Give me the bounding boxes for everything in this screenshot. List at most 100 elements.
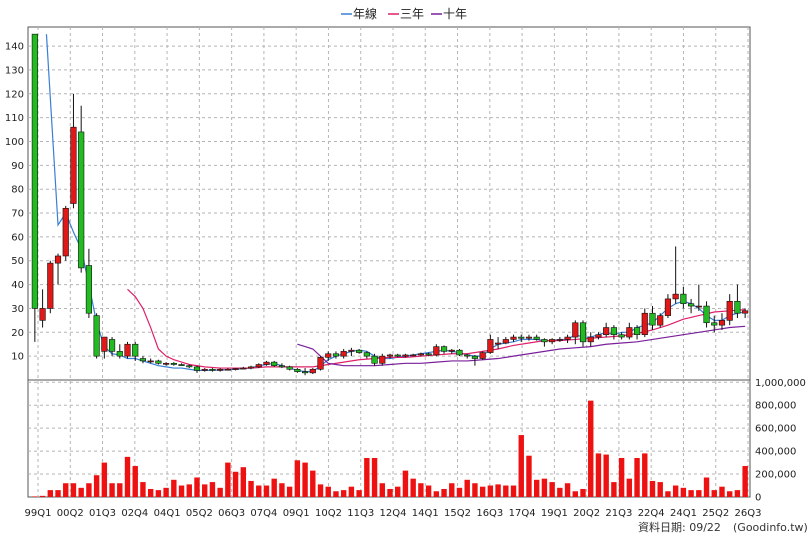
candle-body — [62, 207, 69, 257]
candle-body — [742, 310, 749, 314]
volume-tick-label: 600,000 — [755, 424, 796, 435]
candle — [579, 320, 587, 347]
candle — [356, 348, 363, 354]
volume-tick-label: 800,000 — [755, 401, 796, 412]
price-tick-label: 30 — [11, 304, 24, 315]
candle-body — [178, 364, 185, 366]
candle-body — [433, 346, 440, 356]
x-tick-label: 25Q2 — [702, 508, 729, 519]
volume-bar — [503, 485, 509, 497]
candle — [726, 294, 733, 326]
x-tick-label: 16Q3 — [476, 508, 503, 519]
price-tick-label: 40 — [11, 280, 24, 291]
candle — [742, 308, 749, 318]
candle — [711, 315, 718, 333]
volume-bar — [294, 460, 301, 497]
volume-bar — [356, 490, 362, 497]
candle — [533, 334, 540, 341]
candle — [502, 337, 509, 345]
volume-bar — [70, 483, 77, 497]
volume-bar — [32, 496, 38, 497]
candle — [31, 33, 38, 342]
candle — [124, 341, 131, 359]
candle — [672, 246, 679, 304]
x-tick-label: 05Q2 — [186, 508, 213, 519]
volume-bar — [271, 478, 277, 497]
volume-bar — [202, 484, 208, 497]
candle — [541, 338, 548, 347]
candle-body — [502, 339, 509, 344]
candle-body — [649, 312, 656, 326]
candle — [332, 351, 340, 359]
candle — [224, 368, 231, 371]
candle-body — [394, 354, 401, 357]
candle — [695, 284, 702, 311]
candle-body — [124, 343, 131, 357]
volume-tick-label: 200,000 — [755, 470, 796, 481]
x-tick-label: 20Q2 — [573, 508, 600, 519]
candle-body — [641, 312, 648, 335]
candle — [139, 356, 147, 364]
volume-bar — [657, 482, 663, 497]
candle-body — [54, 255, 62, 264]
volume-bar — [371, 458, 378, 497]
candle-body — [201, 368, 208, 371]
candle — [217, 368, 224, 372]
price-axis: 10 20 30 40 50 60 70 80 90 100 110 120 130 140 — [5, 42, 24, 363]
candle-body — [718, 320, 726, 326]
candle-body — [487, 339, 494, 353]
candle — [410, 353, 417, 357]
candle — [471, 354, 479, 366]
volume-bar — [726, 491, 733, 497]
candle-body — [317, 357, 324, 370]
candle-body — [247, 366, 255, 369]
volume-bar — [433, 491, 440, 497]
volume-bar — [541, 478, 548, 497]
volume-tick-label: 0 — [755, 493, 761, 504]
candle — [325, 351, 332, 361]
volume-bar — [163, 487, 169, 497]
candle — [309, 368, 316, 375]
candle-body — [39, 308, 46, 321]
volume-bar — [286, 486, 293, 497]
data-date: 資料日期: 09/22 — [638, 520, 721, 534]
candle-body — [657, 315, 664, 326]
candle — [603, 322, 610, 338]
candle — [263, 360, 270, 366]
volume-bar — [117, 483, 123, 497]
candle — [232, 368, 239, 371]
volume-bar — [672, 485, 679, 497]
candle — [425, 352, 432, 357]
volume-bar — [348, 486, 355, 497]
volume-bar — [719, 486, 725, 497]
candle-body — [495, 342, 502, 345]
volume-bar — [588, 400, 594, 497]
volume-bar — [194, 477, 200, 497]
volume-bar — [680, 487, 687, 497]
x-tick-label: 11Q3 — [347, 508, 374, 519]
volume-bar — [140, 482, 146, 497]
candle — [178, 363, 185, 366]
candle-body — [147, 360, 154, 363]
candle — [93, 313, 100, 359]
x-tick-label: 07Q4 — [250, 508, 277, 519]
volume-bar — [425, 485, 432, 497]
candle — [688, 298, 695, 314]
candle-body — [93, 315, 100, 357]
candle — [247, 365, 255, 370]
candle — [633, 325, 641, 340]
candle — [440, 345, 448, 354]
candle-body — [193, 366, 201, 371]
candle-body — [232, 368, 239, 370]
candle-body — [379, 355, 386, 364]
candle-body — [471, 355, 479, 359]
candle — [363, 351, 370, 359]
volume-bar — [395, 486, 401, 497]
candle — [564, 334, 571, 344]
candle — [70, 93, 77, 209]
price-tick-label: 20 — [11, 328, 24, 339]
candle-body — [417, 353, 424, 356]
volume-bar — [665, 491, 671, 497]
volume-bar — [634, 458, 640, 497]
volume-tick-label: 400,000 — [755, 447, 796, 458]
